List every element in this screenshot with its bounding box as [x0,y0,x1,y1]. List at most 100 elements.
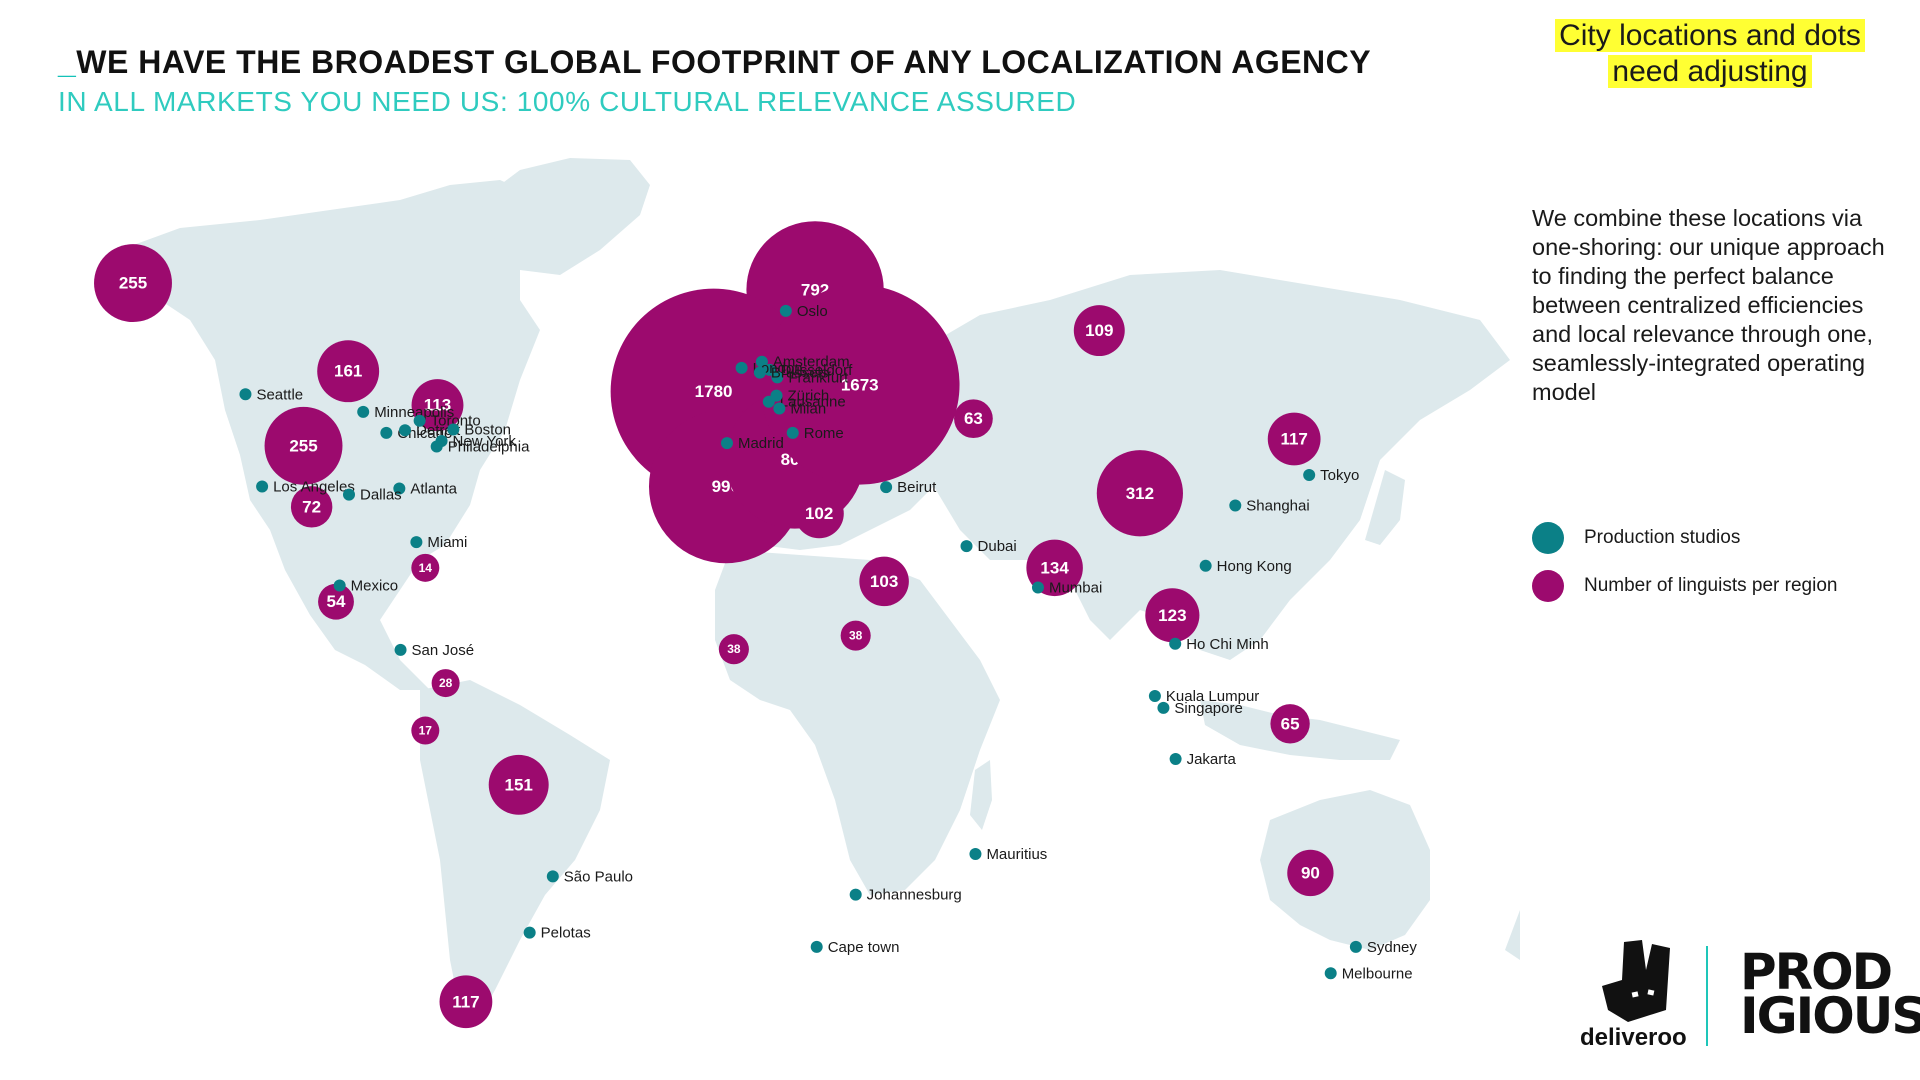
studio-dot-miami [410,536,423,549]
city-label-pelotas: Pelotas [541,925,591,942]
studio-dot-kuala-lumpur [1148,689,1161,702]
prodigious-logo: PROD IGIOUS. [1740,943,1920,1045]
linguist-count-label: 134 [1040,558,1069,577]
linguist-bubble [794,488,844,539]
deliveroo-logo: deliveroo [1580,1024,1687,1051]
greenland-land [480,158,650,275]
studio-dot-dallas [342,488,355,501]
city-label-milan: Milan [790,401,826,418]
city-label-seattle: Seattle [256,386,303,403]
studio-dot-melbourne [1324,967,1337,980]
linguist-count-label: 103 [870,572,898,591]
studio-dot-frankfurt [771,371,784,384]
legend-studios: Production studios [1532,522,1740,554]
city-label-kuala-lumpur: Kuala Lumpur [1166,688,1259,705]
page-subtitle: IN ALL MARKETS YOU NEED US: 100% CULTURA… [58,86,1077,117]
city-label-dusseldorf: Düsseldorf [781,362,854,379]
city-label-brussels: Brussels [771,365,829,382]
description-text: We combine these locations via one-shori… [1532,205,1885,405]
madagascar-land [970,760,992,830]
linguist-bubble [1267,412,1321,466]
linguist-count-label: 72 [302,497,321,516]
city-label-rome: Rome [804,425,844,442]
studio-dot-zurich [770,389,783,402]
linguist-count-label: 1673 [841,375,879,394]
studio-dot-madrid [720,437,733,450]
linguist-count-label: 28 [439,676,453,690]
production-studios: SeattleMinneapolisChicagoDetroitTorontoB… [239,303,1417,982]
linguist-bubble [411,716,440,745]
south-america-land [420,680,610,1025]
linguist-bubble [94,244,172,323]
studio-dot-boston [447,423,460,436]
title-text: WE HAVE THE BROADEST GLOBAL FOOTPRINT OF… [76,44,1372,80]
linguist-bubbles: 2551611132557214542817151117792178099080… [94,221,1334,1029]
studio-dot-detroit [399,424,412,437]
linguist-count-label: 54 [327,592,346,611]
city-label-mumbai: Mumbai [1049,580,1102,597]
linguist-count-label: 161 [334,362,362,381]
deliveroo-kangaroo-icon [1602,940,1670,1022]
city-label-sydney: Sydney [1367,939,1418,956]
linguist-count-label: 255 [119,274,147,293]
africa-land [715,550,1000,895]
studio-dot-sao-paulo [546,870,559,883]
studio-dot-mauritius [969,847,982,860]
linguist-bubble [840,620,871,651]
linguist-count-label: 38 [849,629,863,643]
linguist-dot-icon [1532,570,1564,602]
linguist-count-label: 117 [452,992,479,1011]
city-label-ho-chi-minh: Ho Chi Minh [1186,636,1269,653]
legend-linguists: Number of linguists per region [1532,570,1837,602]
studio-dot-cape-town [810,940,823,953]
city-label-hong-kong: Hong Kong [1217,558,1292,575]
city-label-new-york: New York [453,433,517,450]
city-label-amsterdam: Amsterdam [773,354,850,371]
japan-land [1365,470,1405,545]
city-label-singapore: Singapore [1174,700,1242,717]
linguist-bubble [759,284,960,485]
studio-dot-dusseldorf [763,363,776,376]
studio-dot-jakarta [1169,753,1182,766]
linguist-count-label: 113 [424,396,451,415]
linguist-bubble [264,406,343,485]
studio-dot-dubai [960,540,973,553]
studio-dot-los-angeles [256,480,269,493]
studio-dot-minneapolis [357,405,370,418]
logo-block: deliveroo PROD IGIOUS. [1580,940,1920,1051]
studio-dot-oslo [779,304,792,317]
city-label-frankfurt: Frankfurt [788,369,849,386]
city-label-oslo: Oslo [797,303,828,320]
city-label-boston: Boston [464,422,511,439]
page-title: _WE HAVE THE BROADEST GLOBAL FOOTPRINT O… [58,44,1371,81]
linguist-bubble [411,553,440,582]
city-label-mauritius: Mauritius [986,846,1047,863]
studio-dot-shanghai [1229,499,1242,512]
linguist-bubble [1145,588,1200,643]
studio-dot-seattle [239,388,252,401]
studio-dot-mumbai [1031,581,1044,594]
studio-dot-singapore [1157,701,1170,714]
title-prefix: _ [58,44,77,80]
city-label-los-angeles: Los Angeles [273,478,355,495]
linguist-bubble [290,486,333,528]
city-label-san-jose: San José [412,642,475,659]
new-zealand-land [1505,910,1520,960]
city-label-toronto: Toronto [431,413,481,430]
linguist-count-label: 255 [289,436,317,455]
linguist-bubble [859,556,909,607]
linguist-count-label: 102 [805,504,833,523]
linguist-bubble [317,340,380,403]
adjustment-note-text: City locations and dots need adjusting [1555,19,1865,88]
studio-dot-london [735,361,748,374]
linguist-bubble [1287,849,1334,897]
studio-dot-pelotas [523,926,536,939]
logo-divider [1706,946,1708,1046]
studio-dot-milan [773,402,786,415]
studio-dot-chicago [380,426,393,439]
linguist-count-label: 14 [419,561,433,575]
linguist-bubble [1270,704,1310,744]
linguist-bubble [954,399,993,439]
linguist-bubble [439,975,493,1029]
city-label-mexico: Mexico [351,577,399,594]
